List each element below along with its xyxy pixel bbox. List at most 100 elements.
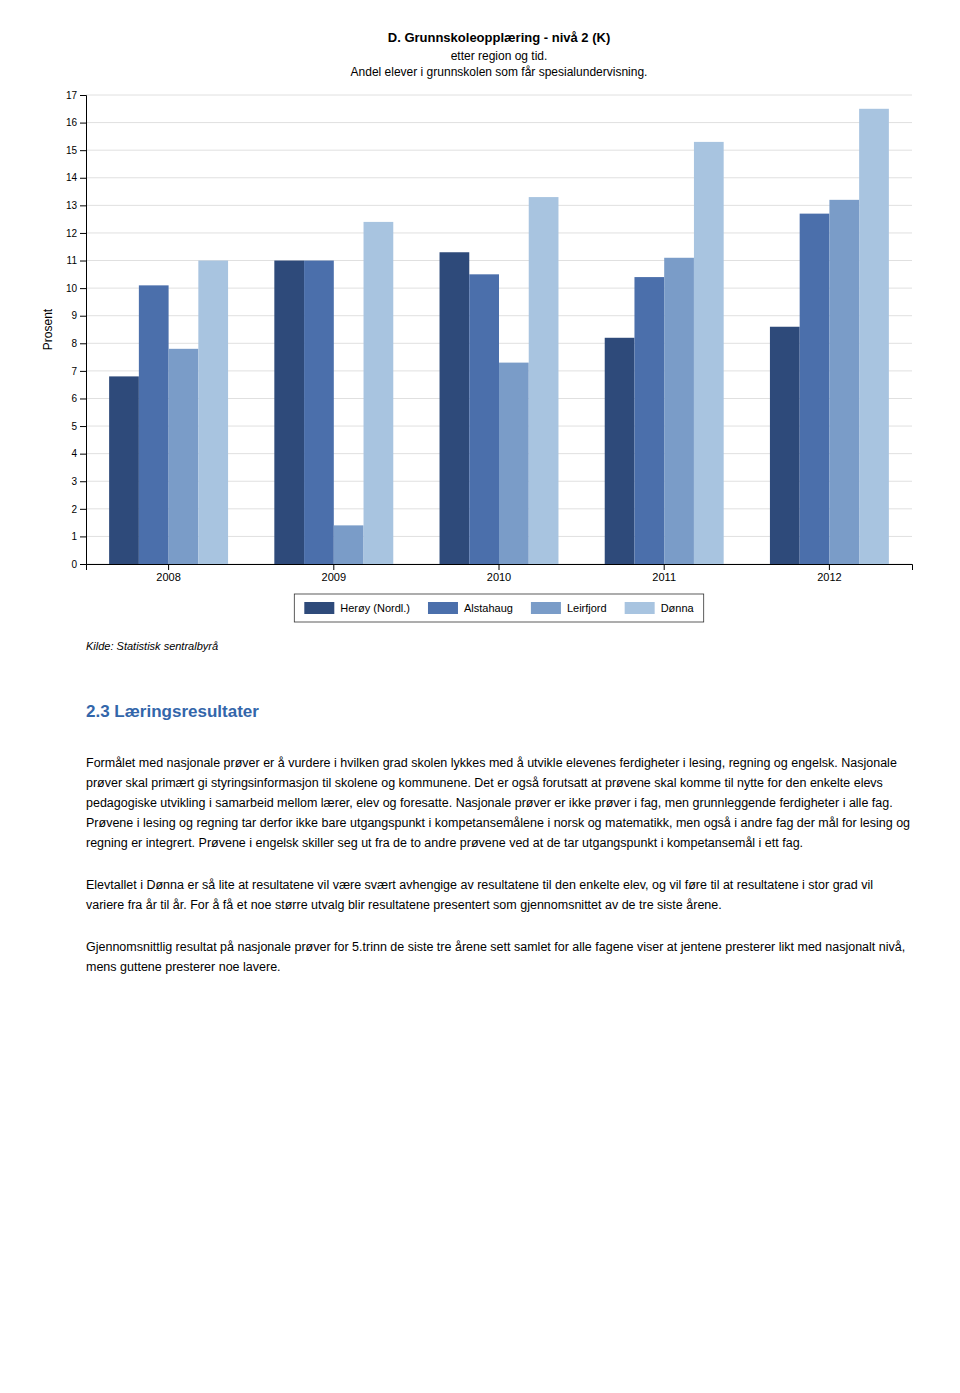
tick: 5 xyxy=(71,421,86,432)
tick: 17 xyxy=(66,90,86,101)
grid-line xyxy=(86,122,912,123)
tick-mark xyxy=(80,481,86,482)
tick: 2 xyxy=(71,504,86,515)
tick-label: 5 xyxy=(71,421,77,432)
tick-mark xyxy=(80,454,86,455)
tick: 14 xyxy=(66,172,86,183)
bar-series xyxy=(139,214,830,564)
x-axis: 2008 2009 2010 2011 2012 xyxy=(87,564,913,583)
tick-label: 2011 xyxy=(652,571,676,583)
legend-box xyxy=(294,594,703,622)
tick-label: 16 xyxy=(66,117,78,128)
tick-mark xyxy=(80,426,86,427)
subtitle: etter region og tid. xyxy=(451,49,548,63)
tick: 2009 xyxy=(322,564,346,583)
tick-label: 7 xyxy=(71,366,77,377)
bar xyxy=(499,363,529,564)
tick: 9 xyxy=(71,310,86,321)
tick-label: 9 xyxy=(71,310,77,321)
bar xyxy=(274,261,304,564)
tick: 15 xyxy=(66,145,86,156)
legend-swatch xyxy=(625,602,655,614)
bar xyxy=(770,327,800,564)
tick: 1 xyxy=(71,531,86,542)
legend-label: Dønna xyxy=(661,602,695,614)
legend-item: Herøy (Nordl.) xyxy=(304,602,410,614)
tick-mark xyxy=(80,536,86,537)
legend-swatch xyxy=(531,602,561,614)
bar xyxy=(109,376,139,564)
tick: 8 xyxy=(71,338,86,349)
bar xyxy=(364,222,394,564)
legend: Herøy (Nordl.) Alstahaug Leirfjord Dønna xyxy=(294,594,703,622)
bar xyxy=(605,338,635,564)
grid-line xyxy=(86,232,912,233)
tick-label: 3 xyxy=(71,476,77,487)
tick: 0 xyxy=(71,559,86,570)
tick: 3 xyxy=(71,476,86,487)
tick-mark xyxy=(664,564,665,570)
tick-label: 0 xyxy=(71,559,77,570)
bar xyxy=(829,200,859,564)
source: Kilde: Statistisk sentralbyrå xyxy=(86,640,218,652)
paragraph-line: Elevtallet i Dønna er så lite at resulta… xyxy=(86,878,873,892)
tick-mark xyxy=(80,398,86,399)
tick-mark xyxy=(80,123,86,124)
tick: 6 xyxy=(71,393,86,404)
paragraph-line: prøver skal primært gi styringsinformasj… xyxy=(86,776,883,790)
tick: 2008 xyxy=(156,564,180,583)
legend-item: Leirfjord xyxy=(531,602,607,614)
bar-series xyxy=(169,200,860,564)
bar xyxy=(198,261,228,564)
bars xyxy=(109,109,889,564)
tick-label: 2012 xyxy=(817,571,841,583)
bar xyxy=(139,285,169,564)
paragraph-line: Formålet med nasjonale prøver er å vurde… xyxy=(86,756,897,770)
bar xyxy=(694,142,724,564)
tick-label: 2008 xyxy=(156,571,180,583)
y-axis-label: Prosent xyxy=(41,308,55,350)
tick-label: 2010 xyxy=(487,571,511,583)
tick-mark xyxy=(80,509,86,510)
tick-label: 12 xyxy=(66,228,78,239)
paragraph-line: Prøvene i lesing og regning tar derfor i… xyxy=(86,816,910,830)
tick-label: 14 xyxy=(66,172,78,183)
legend-item: Dønna xyxy=(625,602,695,614)
tick-mark xyxy=(80,371,86,372)
tick-label: 1 xyxy=(71,531,77,542)
tick: 10 xyxy=(66,283,86,294)
tick-mark xyxy=(80,178,86,179)
tick-mark xyxy=(499,564,500,570)
tick: 2010 xyxy=(487,564,511,583)
bar xyxy=(334,525,364,564)
bar xyxy=(664,258,694,564)
y-axis: 01234567891011121314151617 xyxy=(66,90,87,570)
paragraph-line: Gjennomsnittlig resultat på nasjonale pr… xyxy=(86,940,905,954)
tick: 7 xyxy=(71,366,86,377)
bar xyxy=(529,197,559,564)
tick-label: 2009 xyxy=(322,571,346,583)
bar xyxy=(634,277,664,564)
bar xyxy=(800,214,830,564)
tick: 2012 xyxy=(817,564,841,583)
tick-label: 2 xyxy=(71,504,77,515)
titles: D. Grunnskoleopplæring - nivå 2 (K) etter… xyxy=(351,30,648,79)
tick-mark xyxy=(168,564,169,570)
page: D. Grunnskoleopplæring - nivå 2 (K) etter… xyxy=(0,0,960,1393)
tick-mark xyxy=(80,316,86,317)
tick: 4 xyxy=(71,448,86,459)
title: D. Grunnskoleopplæring - nivå 2 (K) xyxy=(388,30,610,45)
legend-label: Herøy (Nordl.) xyxy=(340,602,410,614)
bar xyxy=(169,349,199,564)
paragraph-line: pedagogiske utvikling i samarbeid mellom… xyxy=(86,796,893,810)
legend-label: Alstahaug xyxy=(464,602,513,614)
tick-mark xyxy=(80,564,86,565)
grid-line xyxy=(86,177,912,178)
tick-mark xyxy=(80,288,86,289)
axis-domain xyxy=(80,96,87,565)
tick-mark xyxy=(80,205,86,206)
tick-mark xyxy=(829,564,830,570)
tick-mark xyxy=(80,261,86,262)
tick-label: 17 xyxy=(66,90,78,101)
bar xyxy=(859,109,889,564)
